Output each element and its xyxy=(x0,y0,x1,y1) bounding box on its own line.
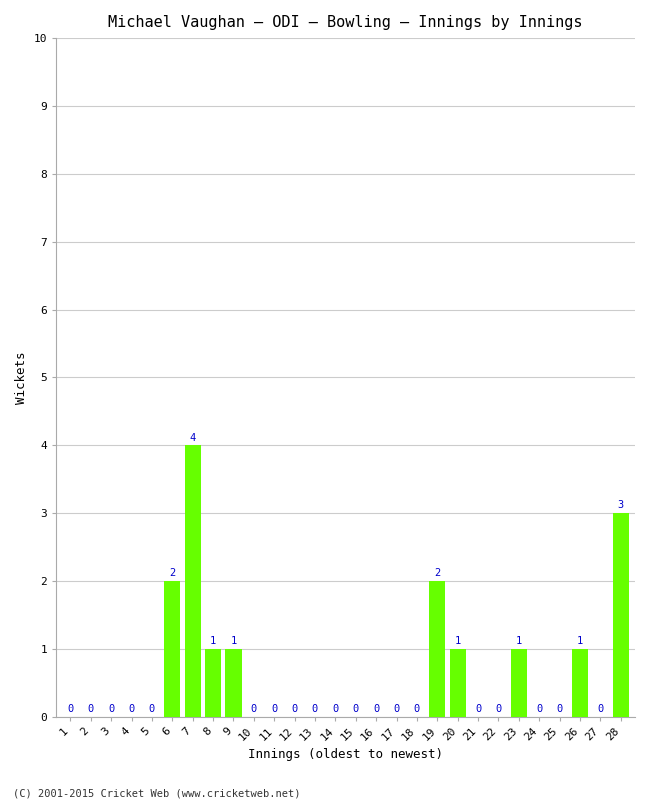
Text: 3: 3 xyxy=(618,501,624,510)
Text: 0: 0 xyxy=(352,704,359,714)
Text: (C) 2001-2015 Cricket Web (www.cricketweb.net): (C) 2001-2015 Cricket Web (www.cricketwe… xyxy=(13,788,300,798)
Text: 0: 0 xyxy=(67,704,73,714)
Bar xyxy=(164,581,181,717)
Text: 0: 0 xyxy=(251,704,257,714)
Text: 1: 1 xyxy=(577,636,583,646)
Text: 0: 0 xyxy=(291,704,298,714)
Text: 0: 0 xyxy=(108,704,114,714)
Text: 0: 0 xyxy=(495,704,502,714)
Text: 0: 0 xyxy=(393,704,400,714)
Text: 2: 2 xyxy=(169,568,176,578)
Y-axis label: Wickets: Wickets xyxy=(15,351,28,404)
Text: 4: 4 xyxy=(190,433,196,442)
Bar xyxy=(205,649,221,717)
Text: 0: 0 xyxy=(312,704,318,714)
Text: 0: 0 xyxy=(271,704,278,714)
Bar xyxy=(572,649,588,717)
Bar xyxy=(450,649,466,717)
Bar xyxy=(429,581,445,717)
X-axis label: Innings (oldest to newest): Innings (oldest to newest) xyxy=(248,748,443,761)
Text: 1: 1 xyxy=(515,636,522,646)
Text: 0: 0 xyxy=(88,704,94,714)
Bar xyxy=(185,446,201,717)
Bar xyxy=(511,649,527,717)
Text: 0: 0 xyxy=(332,704,339,714)
Text: 0: 0 xyxy=(597,704,603,714)
Text: 0: 0 xyxy=(536,704,542,714)
Text: 0: 0 xyxy=(414,704,420,714)
Text: 0: 0 xyxy=(373,704,379,714)
Text: 1: 1 xyxy=(454,636,461,646)
Text: 1: 1 xyxy=(230,636,237,646)
Bar xyxy=(226,649,242,717)
Text: 1: 1 xyxy=(210,636,216,646)
Text: 0: 0 xyxy=(129,704,135,714)
Title: Michael Vaughan – ODI – Bowling – Innings by Innings: Michael Vaughan – ODI – Bowling – Inning… xyxy=(109,15,583,30)
Text: 0: 0 xyxy=(475,704,481,714)
Text: 0: 0 xyxy=(149,704,155,714)
Text: 2: 2 xyxy=(434,568,441,578)
Text: 0: 0 xyxy=(556,704,563,714)
Bar xyxy=(612,513,629,717)
